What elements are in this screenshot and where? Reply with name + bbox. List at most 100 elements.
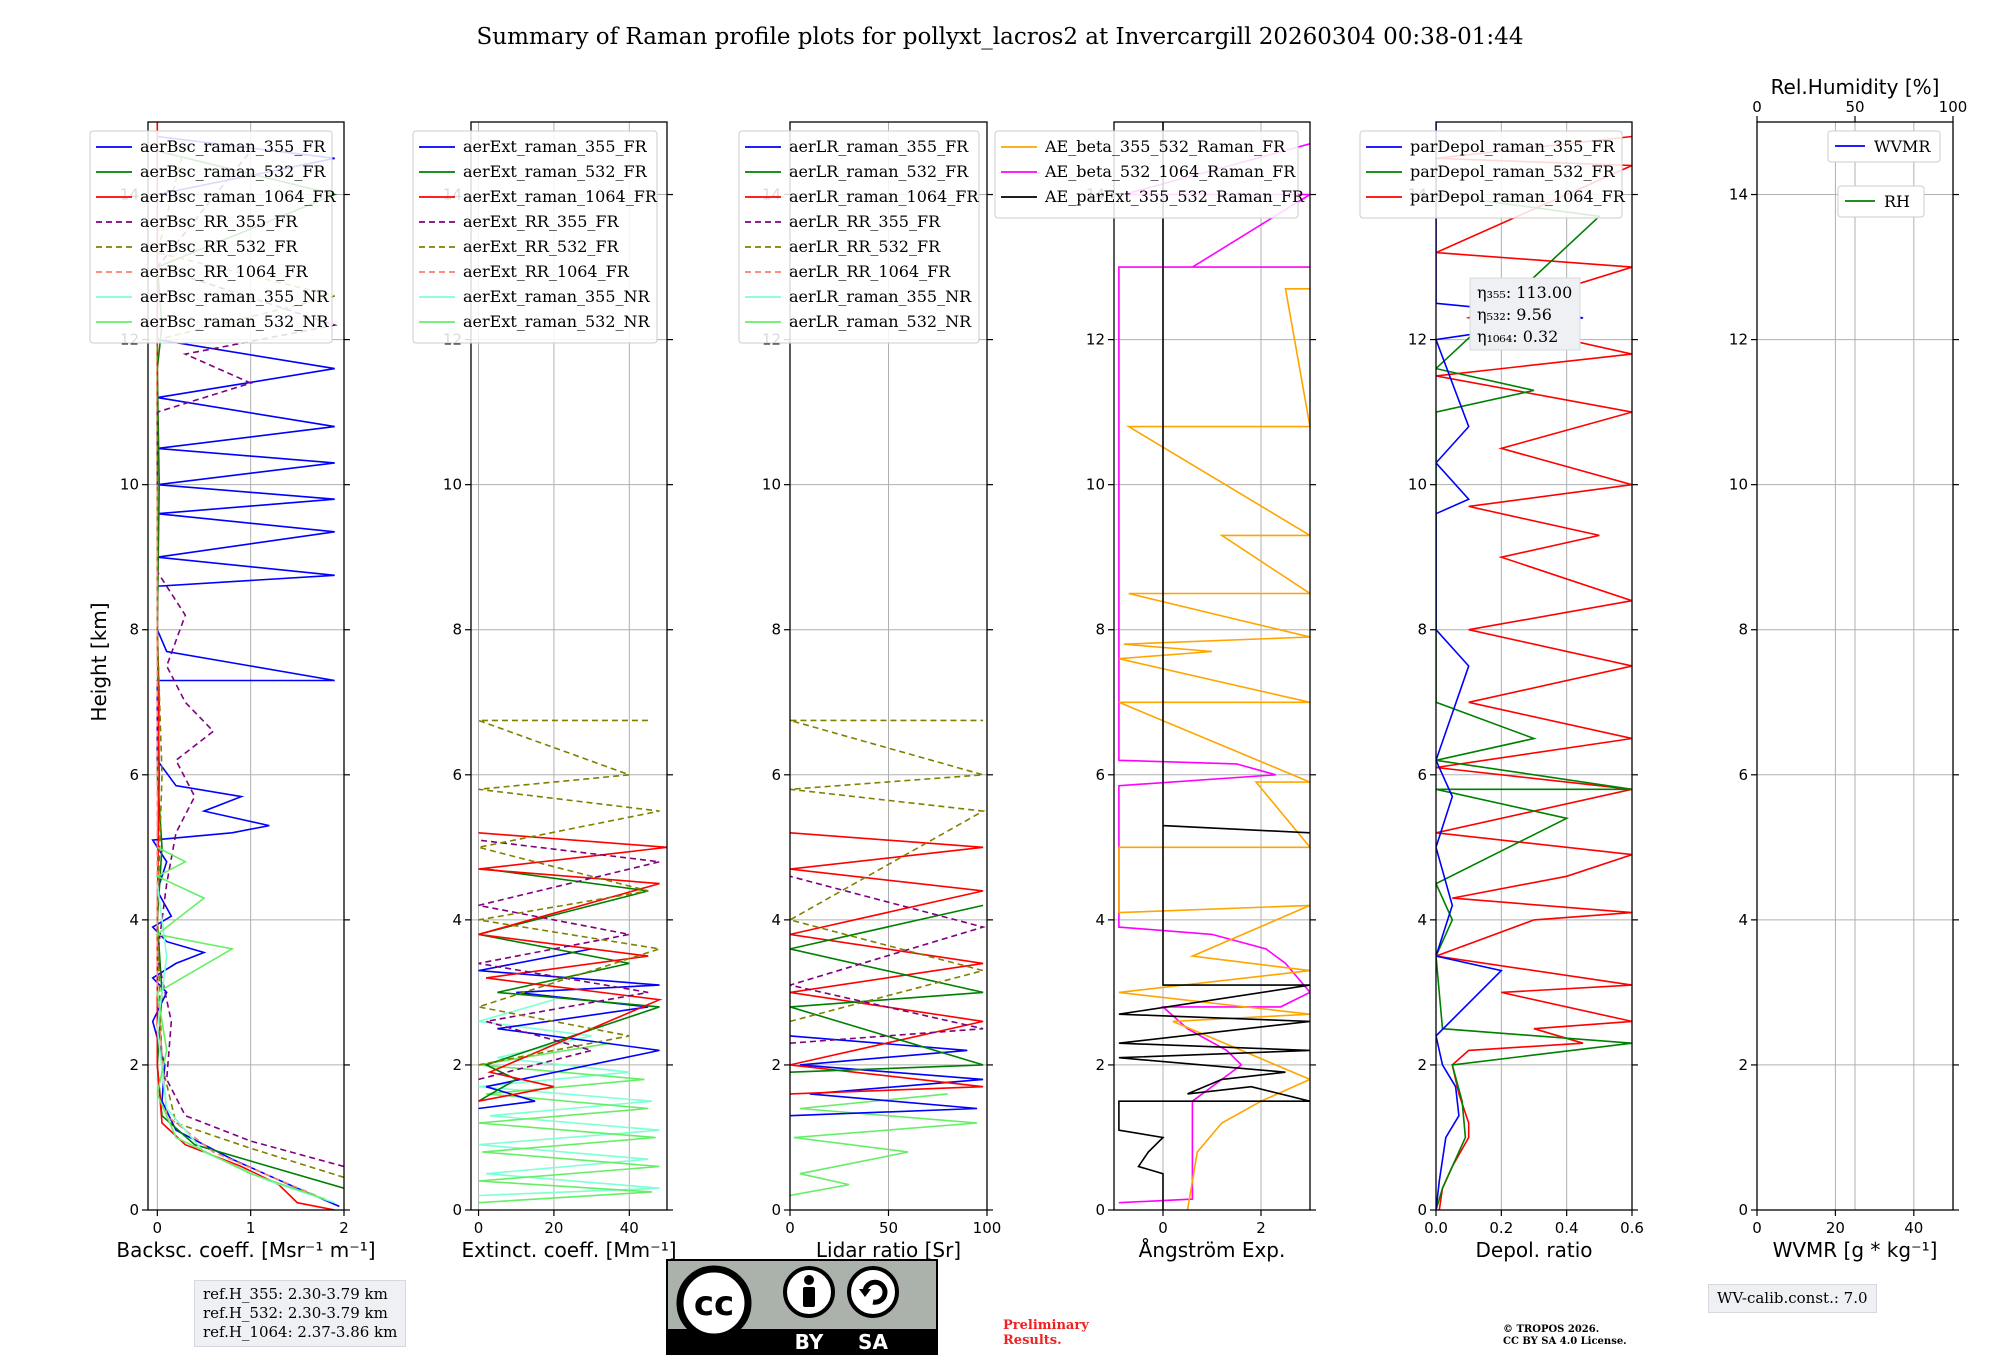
ref-height-1064: ref.H_1064: 2.37-3.86 km [203,1323,398,1341]
y-tick-label: 10 [762,476,781,494]
preliminary-note: Preliminary Results. [1003,1318,1089,1348]
x-tick-label: 0 [474,1219,484,1237]
x-tick-label: 1 [246,1219,256,1237]
y-tick-label: 4 [1738,911,1748,929]
series-parDepol_raman_1064_FR [1436,135,1632,1210]
wv-calib-text: WV-calib.const.: 7.0 [1717,1289,1868,1307]
series-aerExt_raman_532_NR [478,1042,660,1204]
legend-label: parDepol_raman_532_FR [1410,162,1616,181]
y-tick-label: 4 [452,911,462,929]
y-tick-label: 12 [1086,331,1105,349]
chart-panel-backscatter: 01202468101214Backsc. coeff. [Msr⁻¹ m⁻¹]… [89,121,376,1262]
legend-box [1837,185,1925,218]
cc-circle-icon [676,1265,752,1341]
legend-label: parDepol_raman_355_FR [1410,137,1616,156]
y-tick-label: 8 [1738,621,1748,639]
y-tick-label: 6 [1738,766,1748,784]
attribution-head [804,1275,814,1285]
y-tick-label: 4 [1095,911,1105,929]
badge-sa-label: SA [858,1330,888,1354]
axes-frame [1435,121,1633,1211]
y-tick-label: 0 [1417,1201,1427,1219]
y-tick-label: 6 [129,766,139,784]
axes-frame [1113,121,1311,1211]
legend-rh: RH [1837,185,1925,218]
series-aerExt_raman_532_FR [478,868,660,1102]
series-aerLR_raman_532_NR [790,1093,978,1197]
x-axis-label: Lidar ratio [Sr] [816,1238,961,1262]
y-tick-label: 0 [129,1201,139,1219]
series-aerLR_RR_532_FR [790,719,987,1023]
ref-height-355: ref.H_355: 2.30-3.79 km [203,1285,388,1303]
legend-label: aerLR_raman_1064_FR [789,187,979,206]
series-parDepol_raman_532_FR [1436,193,1632,1210]
legend-backscatter: aerBsc_raman_355_FR aerBsc_raman_532_FRae… [89,130,337,344]
legend-label: aerBsc_raman_355_FR [140,137,326,156]
badge-by-label: BY [795,1330,824,1354]
preliminary-line-1: Preliminary [1003,1318,1089,1333]
series-aerLR_raman_532_FR [790,904,984,1073]
series-group [478,719,667,1204]
annotation-box [1469,277,1581,351]
legend-label: AE_beta_532_1064_Raman_FR [1044,162,1296,181]
chart-panel-lidar_ratio: 05010002468101214Lidar ratio [Sr]aerLR_r… [738,121,1002,1262]
y-tick-label: 2 [771,1056,781,1074]
y-tick-label: 0 [1095,1201,1105,1219]
top-axis-label: Rel.Humidity [%] [1771,75,1940,99]
series-parDepol_raman_355_FR [1436,122,1584,1210]
legend-box [412,130,658,344]
x-tick-label: 20 [1826,1219,1845,1237]
y-tick-label: 8 [1095,621,1105,639]
legend-label: aerExt_raman_355_FR [463,137,648,156]
legend-box [994,130,1299,219]
legend-lidar_ratio: aerLR_raman_355_FR aerLR_raman_532_FR aerL… [738,130,980,344]
y-tick-label: 8 [1417,621,1427,639]
y-tick-label: 6 [452,766,462,784]
axes-frame [147,121,345,1211]
legend-label: aerLR_raman_355_NR [789,287,972,306]
legend-box [1827,130,1941,163]
chart-panel-extinction: 0204002468101214Extinct. coeff. [Mm⁻¹]ae… [412,121,677,1262]
y-tick-label: 10 [1408,476,1427,494]
x-axis-label: WVMR [g * kg⁻¹] [1773,1238,1938,1262]
legend-label: aerBsc_raman_532_FR [140,162,326,181]
legend-label: aerExt_RR_355_FR [463,212,620,231]
y-tick-label: 14 [1729,186,1748,204]
series-AE_beta_355_532_Raman_FR [1118,287,1310,1210]
figure-title: Summary of Raman profile plots for polly… [477,24,1524,50]
y-axis-label: Height [km] [87,602,111,721]
y-tick-label: 4 [129,911,139,929]
series-aerBsc_raman_355_NR [156,883,335,1204]
y-tick-label: 6 [771,766,781,784]
x-tick-label: 100 [973,1219,1002,1237]
y-tick-label: 10 [443,476,462,494]
legend-extinction: aerExt_raman_355_FR aerExt_raman_532_FRae… [412,130,658,344]
ref-height-532: ref.H_532: 2.30-3.79 km [203,1304,388,1322]
chart-panel-angstrom: 0202468101214Ångström Exp.AE_beta_355_53… [994,121,1316,1262]
legend-label: aerExt_raman_1064_FR [463,187,658,206]
legend-label: aerBsc_RR_355_FR [140,212,298,231]
y-tick-label: 0 [1738,1201,1748,1219]
x-tick-label: 0 [1752,1219,1762,1237]
y-tick-label: 10 [1729,476,1748,494]
y-tick-label: 10 [120,476,139,494]
x-tick-label: 0 [785,1219,795,1237]
legend-label: aerExt_raman_532_NR [463,312,651,331]
y-tick-label: 2 [1738,1056,1748,1074]
series-aerLR_raman_1064_FR [790,832,984,1095]
legend-wvmr: WVMR [1827,130,1941,163]
eta-value: η₅₃₂: 9.56 [1477,305,1552,324]
y-tick-label: 4 [771,911,781,929]
legend-label: aerBsc_raman_1064_FR [140,187,337,206]
y-tick-label: 8 [452,621,462,639]
x-axis-label: Backsc. coeff. [Msr⁻¹ m⁻¹] [116,1238,375,1262]
y-tick-label: 12 [1729,331,1748,349]
x-tick-label: 50 [879,1219,898,1237]
legend-label: aerLR_RR_1064_FR [789,262,951,281]
legend-label: aerBsc_RR_532_FR [140,237,298,256]
legend-label: aerLR_RR_532_FR [789,237,941,256]
x-tick-label: 0.0 [1424,1219,1448,1237]
eta-value: η₃₅₅: 113.00 [1477,283,1572,302]
x-axis-label: Depol. ratio [1475,1238,1592,1262]
